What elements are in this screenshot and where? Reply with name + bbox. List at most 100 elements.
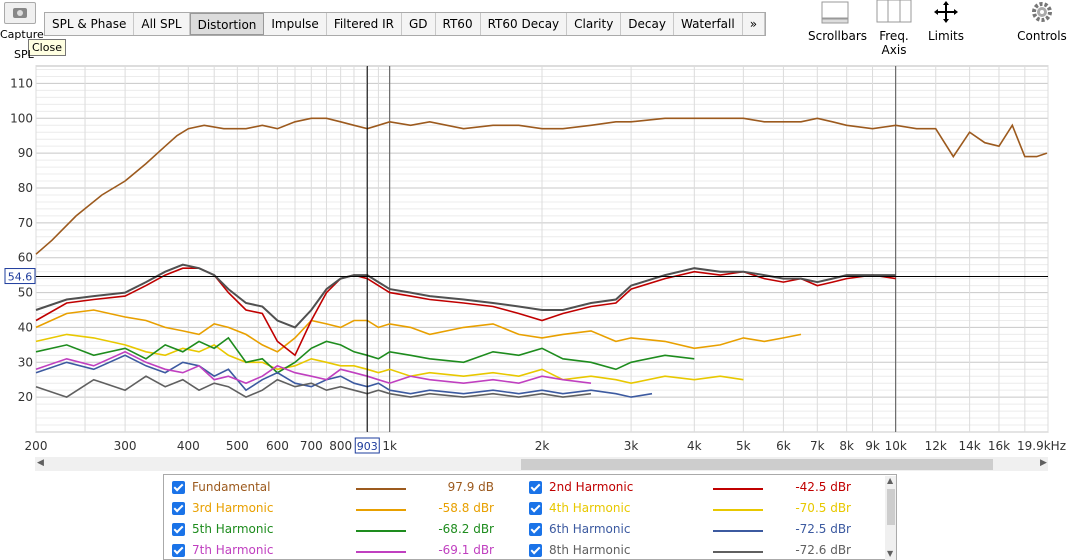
x-tick-label: 7k bbox=[810, 439, 825, 453]
legend-scroll-thumb[interactable] bbox=[887, 489, 895, 525]
legend-series-name: 6th Harmonic bbox=[549, 522, 631, 536]
legend-checkbox[interactable] bbox=[172, 502, 185, 515]
legend-checkbox[interactable] bbox=[529, 502, 542, 515]
cursor-freq-label: 903 bbox=[357, 440, 378, 453]
legend-checkbox[interactable] bbox=[529, 544, 542, 557]
distortion-chart[interactable]: 20 30 40 50 60 70 80 90 100 110 200 300 400 500 600 700… bbox=[0, 60, 1069, 457]
tooltip: Close bbox=[28, 39, 66, 56]
scroll-right-icon[interactable]: ▶ bbox=[1040, 458, 1047, 468]
series-3rd-harmonic-line bbox=[35, 309, 802, 353]
legend-line-swatch bbox=[356, 509, 406, 511]
series-7th-harmonic-line bbox=[35, 350, 592, 385]
y-tick-label: 90 bbox=[18, 146, 33, 160]
tab-11[interactable]: » bbox=[743, 13, 766, 35]
scroll-up-icon[interactable]: ▲ bbox=[887, 476, 894, 485]
legend-checkbox[interactable] bbox=[172, 544, 185, 557]
y-tick-label: 80 bbox=[18, 181, 33, 195]
y-tick-label: 70 bbox=[18, 216, 33, 230]
tab-8[interactable]: Clarity bbox=[567, 13, 622, 35]
series-5th-harmonic-line bbox=[35, 336, 695, 374]
x-tick-label: 200 bbox=[25, 439, 48, 453]
cursor-level-box bbox=[4, 268, 36, 285]
legend-panel: Fundamental 97.9 dB 2nd Harmonic -42.5 dBr 3… bbox=[163, 474, 897, 560]
cursor-freq-box bbox=[354, 437, 380, 454]
tab-5[interactable]: GD bbox=[402, 13, 436, 35]
legend-series-name: 2nd Harmonic bbox=[549, 480, 634, 494]
scroll-down-icon[interactable]: ▼ bbox=[887, 549, 894, 558]
capture-button[interactable] bbox=[4, 2, 36, 24]
tab-3[interactable]: Impulse bbox=[264, 13, 327, 35]
tab-2[interactable]: Distortion bbox=[189, 13, 265, 35]
cursor-level-label: 54.6 bbox=[8, 271, 33, 284]
legend-line-swatch bbox=[356, 530, 406, 532]
tab-1[interactable]: All SPL bbox=[134, 13, 190, 35]
series-8th-harmonic-line bbox=[35, 375, 592, 398]
camera-icon bbox=[13, 8, 27, 18]
legend-row: 2nd Harmonic -42.5 dBr bbox=[527, 478, 877, 496]
freq-axis-button[interactable]: Freq. Axis bbox=[866, 0, 922, 57]
legend-line-swatch bbox=[713, 509, 763, 511]
scrollbars-button[interactable]: Scrollbars bbox=[808, 0, 868, 43]
legend-row: 7th Harmonic -69.1 dBr bbox=[170, 541, 520, 559]
y-tick-label: 40 bbox=[18, 320, 33, 334]
legend-checkbox[interactable] bbox=[172, 523, 185, 536]
legend-series-value: -72.6 dBr bbox=[795, 543, 851, 557]
legend-row: 3rd Harmonic -58.8 dBr bbox=[170, 499, 520, 517]
x-tick-label: 2k bbox=[535, 439, 550, 453]
x-tick-label: 9k bbox=[865, 439, 880, 453]
legend-line-swatch bbox=[356, 551, 406, 553]
freq-axis-label: Freq. Axis bbox=[879, 29, 909, 57]
x-tick-label: 3k bbox=[624, 439, 639, 453]
x-tick-label: 600 bbox=[266, 439, 289, 453]
tab-4[interactable]: Filtered IR bbox=[327, 13, 402, 35]
legend-series-name: Fundamental bbox=[192, 480, 271, 494]
tab-7[interactable]: RT60 Decay bbox=[481, 13, 568, 35]
tab-0[interactable]: SPL & Phase bbox=[45, 13, 135, 35]
legend-row: 4th Harmonic -70.5 dBr bbox=[527, 499, 877, 517]
x-tick-label: 6k bbox=[776, 439, 791, 453]
y-tick-label: 110 bbox=[10, 76, 33, 90]
y-tick-label: 20 bbox=[18, 390, 33, 404]
tab-10[interactable]: Waterfall bbox=[674, 13, 743, 35]
legend-row: 8th Harmonic -72.6 dBr bbox=[527, 541, 877, 559]
legend-line-swatch bbox=[713, 551, 763, 553]
legend-row: 6th Harmonic -72.5 dBr bbox=[527, 520, 877, 538]
series-total-line bbox=[35, 263, 896, 329]
legend-series-value: -58.8 dBr bbox=[438, 501, 494, 515]
legend-checkbox[interactable] bbox=[529, 523, 542, 536]
y-tick-label: 60 bbox=[18, 251, 33, 265]
tab-6[interactable]: RT60 bbox=[436, 13, 481, 35]
legend-series-name: 4th Harmonic bbox=[549, 501, 631, 515]
x-tick-label: 1k bbox=[382, 439, 397, 453]
legend-series-value: -69.1 dBr bbox=[438, 543, 494, 557]
series-6th-harmonic-line bbox=[35, 354, 653, 398]
tab-9[interactable]: Decay bbox=[621, 13, 674, 35]
x-tick-label: 19.9kHz bbox=[1017, 439, 1066, 453]
y-tick-label: 100 bbox=[10, 111, 33, 125]
scrollbars-label: Scrollbars bbox=[808, 29, 868, 43]
capture-label: Capture bbox=[0, 28, 44, 41]
legend-row: Fundamental 97.9 dB bbox=[170, 478, 520, 496]
horizontal-scroll-thumb[interactable] bbox=[521, 459, 993, 470]
gear-icon bbox=[1032, 2, 1052, 22]
x-tick-label: 8k bbox=[839, 439, 854, 453]
legend-checkbox[interactable] bbox=[529, 481, 542, 494]
x-tick-label: 4k bbox=[687, 439, 702, 453]
legend-line-swatch bbox=[356, 488, 406, 490]
controls-button[interactable]: Controls bbox=[1016, 0, 1068, 43]
legend-series-name: 5th Harmonic bbox=[192, 522, 274, 536]
legend-series-name: 3rd Harmonic bbox=[192, 501, 274, 515]
legend-series-value: -70.5 dBr bbox=[795, 501, 851, 515]
x-tick-label: 5k bbox=[736, 439, 751, 453]
tab-bar: SPL & Phase All SPL Distortion Impulse Filte… bbox=[44, 12, 767, 36]
scroll-left-icon[interactable]: ◀ bbox=[37, 458, 44, 468]
x-tick-label: 12k bbox=[925, 439, 947, 453]
legend-series-name: 8th Harmonic bbox=[549, 543, 631, 557]
legend-checkbox[interactable] bbox=[172, 481, 185, 494]
limits-button[interactable]: Limits bbox=[924, 0, 968, 43]
x-tick-label: 14k bbox=[959, 439, 981, 453]
y-axis-unit: SPL bbox=[14, 48, 34, 61]
x-tick-label: 800 bbox=[329, 439, 352, 453]
series-4th-harmonic-line bbox=[35, 333, 744, 385]
x-tick-label: 16k bbox=[988, 439, 1010, 453]
